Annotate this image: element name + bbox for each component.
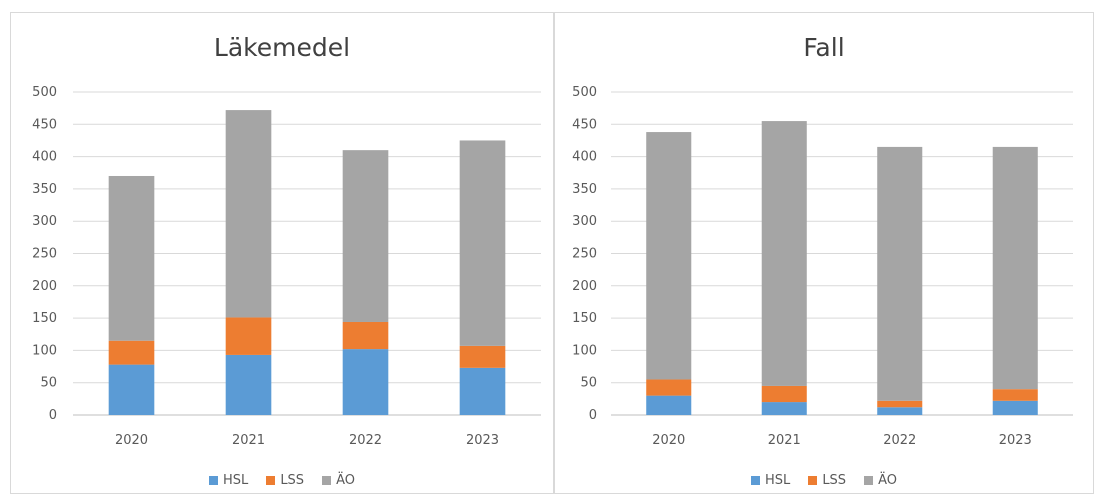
y-tick-label: 150 bbox=[572, 311, 597, 326]
bar-segment-hsl-2022 bbox=[342, 349, 389, 415]
legend-swatch-ao bbox=[322, 476, 332, 485]
y-tick-label: 50 bbox=[580, 376, 597, 391]
legend-item-lss: LSS bbox=[266, 473, 304, 488]
legend-item-hsl: HSL bbox=[209, 473, 248, 488]
y-tick-label: 100 bbox=[572, 343, 597, 358]
legend-swatch-lss bbox=[808, 476, 818, 485]
y-tick-label: 250 bbox=[32, 247, 57, 262]
chart-title: Läkemedel bbox=[213, 33, 351, 62]
legend-item-hsl: HSL bbox=[751, 473, 790, 488]
bar-segment-ao-2021 bbox=[225, 110, 272, 318]
bar-segment-ao-2023 bbox=[459, 140, 506, 346]
bar-segment-lss-2022 bbox=[877, 400, 923, 408]
legend-label: HSL bbox=[765, 473, 791, 488]
bar-segment-hsl-2022 bbox=[877, 407, 923, 415]
legend-item-ao: ÄO bbox=[864, 473, 897, 488]
x-tick-label: 2023 bbox=[466, 433, 499, 448]
x-tick-label: 2022 bbox=[349, 433, 382, 448]
x-tick-label: 2023 bbox=[999, 433, 1032, 448]
y-tick-label: 100 bbox=[32, 343, 57, 358]
y-tick-label: 0 bbox=[589, 408, 597, 423]
y-tick-label: 250 bbox=[572, 247, 597, 262]
bar-segment-lss-2021 bbox=[225, 317, 272, 355]
bar-segment-lss-2022 bbox=[342, 321, 389, 350]
chart-plot-lakemedel: 0 50 100 150 200 250 300 350 400 450 500 2020 2021 20… bbox=[32, 85, 541, 448]
chart-title: Fall bbox=[803, 33, 845, 62]
y-tick-label: 300 bbox=[572, 214, 597, 229]
bar-segment-ao-2020 bbox=[108, 175, 155, 341]
bar-segment-lss-2020 bbox=[646, 379, 692, 396]
x-tick-label: 2020 bbox=[115, 433, 148, 448]
legend-label: HSL bbox=[223, 473, 249, 488]
legend-label: LSS bbox=[280, 473, 305, 488]
bar-segment-ao-2020 bbox=[646, 132, 692, 380]
x-tick-label: 2020 bbox=[652, 433, 685, 448]
legend-swatch-hsl bbox=[751, 476, 761, 485]
legend-swatch-hsl bbox=[209, 476, 219, 485]
chart-plot-fall: 0 50 100 150 200 250 300 350 400 450 500 2020 2021 20… bbox=[572, 85, 1073, 448]
bar-segment-lss-2021 bbox=[761, 385, 807, 403]
y-tick-label: 0 bbox=[49, 408, 57, 423]
bar-segment-ao-2023 bbox=[992, 146, 1038, 390]
bar-segment-hsl-2023 bbox=[992, 400, 1038, 415]
legend-item-ao: ÄO bbox=[322, 473, 355, 488]
bar-segment-hsl-2020 bbox=[646, 395, 692, 415]
y-tick-label: 450 bbox=[32, 117, 57, 132]
y-tick-label: 200 bbox=[572, 279, 597, 294]
bar-segment-lss-2023 bbox=[459, 345, 506, 368]
legend-swatch-lss bbox=[266, 476, 276, 485]
bar-segment-hsl-2021 bbox=[761, 402, 807, 415]
y-tick-label: 500 bbox=[32, 85, 57, 100]
y-tick-label: 400 bbox=[572, 150, 597, 165]
chart-panel-lakemedel: Läkemedel 0 50 100 150 200 250 300 350 400 450 500… bbox=[10, 12, 554, 494]
bar-segment-ao-2022 bbox=[877, 146, 923, 401]
bar-segment-hsl-2020 bbox=[108, 364, 155, 415]
y-tick-label: 50 bbox=[40, 376, 57, 391]
y-tick-label: 500 bbox=[572, 85, 597, 100]
legend-item-lss: LSS bbox=[808, 473, 846, 488]
legend-label: ÄO bbox=[878, 473, 897, 488]
x-tick-label: 2021 bbox=[768, 433, 801, 448]
legend-swatch-ao bbox=[864, 476, 874, 485]
chart-legend: HSL LSS ÄO bbox=[555, 473, 1093, 488]
chart-legend: HSL LSS ÄO bbox=[11, 473, 553, 488]
legend-label: LSS bbox=[822, 473, 847, 488]
y-tick-label: 350 bbox=[572, 182, 597, 197]
chart-panel-fall: Fall 0 50 100 150 200 250 300 350 400 450 500 2020 2… bbox=[554, 12, 1094, 494]
bar-segment-hsl-2023 bbox=[459, 367, 506, 415]
bar-segment-ao-2021 bbox=[761, 121, 807, 386]
y-tick-label: 200 bbox=[32, 279, 57, 294]
y-tick-label: 350 bbox=[32, 182, 57, 197]
x-tick-label: 2022 bbox=[883, 433, 916, 448]
bar-segment-hsl-2021 bbox=[225, 354, 272, 415]
y-tick-label: 400 bbox=[32, 150, 57, 165]
bar-segment-lss-2023 bbox=[992, 389, 1038, 401]
legend-label: ÄO bbox=[336, 473, 355, 488]
y-tick-label: 150 bbox=[32, 311, 57, 326]
y-tick-label: 300 bbox=[32, 214, 57, 229]
x-tick-label: 2021 bbox=[232, 433, 265, 448]
bar-segment-lss-2020 bbox=[108, 340, 155, 365]
y-tick-label: 450 bbox=[572, 117, 597, 132]
bar-segment-ao-2022 bbox=[342, 150, 389, 322]
